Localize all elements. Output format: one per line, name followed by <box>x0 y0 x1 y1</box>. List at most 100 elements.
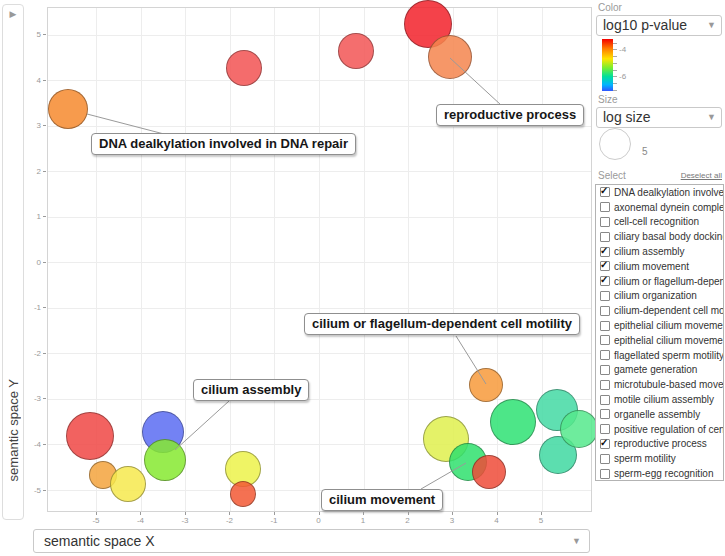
x-tickmark <box>408 512 409 515</box>
term-label: cilium-dependent cell motility <box>614 305 723 316</box>
y-tick-label: -1 <box>21 303 41 312</box>
term-row[interactable]: DNA dealkylation involved in D... <box>596 185 723 200</box>
left-collapse-panel: ▶ semantic space Y <box>2 4 24 520</box>
term-checkbox[interactable] <box>600 306 610 316</box>
x-tick-label: 1 <box>353 516 373 525</box>
term-row[interactable]: organelle assembly <box>596 407 723 422</box>
x-tickmark <box>140 512 141 515</box>
bubble[interactable] <box>472 455 506 489</box>
bubble[interactable] <box>110 466 146 502</box>
term-row[interactable]: cilium movement <box>596 259 723 274</box>
gridline <box>542 8 543 511</box>
term-row[interactable]: sperm-egg recognition <box>596 466 723 481</box>
y-tick-label: 1 <box>21 212 41 221</box>
term-row[interactable]: ciliary basal body docking <box>596 229 723 244</box>
term-checkbox[interactable] <box>600 232 610 242</box>
term-row[interactable]: epithelial cilium movement invol... <box>596 333 723 348</box>
bubble[interactable] <box>66 412 114 460</box>
x-tickmark <box>185 512 186 515</box>
legend-tick <box>613 70 617 71</box>
term-checkbox[interactable] <box>600 380 610 390</box>
gridline <box>274 8 275 511</box>
y-tickmark <box>43 34 46 35</box>
gridline <box>48 262 591 263</box>
callout-label[interactable]: cilium movement <box>321 489 443 511</box>
x-tick-label: 4 <box>487 516 507 525</box>
y-tick-label: -5 <box>21 486 41 495</box>
term-checkbox[interactable] <box>600 439 610 449</box>
bubble[interactable] <box>490 399 536 445</box>
term-checkbox[interactable] <box>600 469 610 479</box>
color-section-title: Color <box>598 2 622 13</box>
term-row[interactable]: epithelial cilium movement <box>596 318 723 333</box>
callout-label[interactable]: cilium assembly <box>193 379 309 401</box>
callout-label[interactable]: DNA dealkylation involved in DNA repair <box>91 133 356 155</box>
term-row[interactable]: positive regulation of centriole ... <box>596 422 723 437</box>
term-checkbox[interactable] <box>600 276 610 286</box>
x-tick-label: 2 <box>398 516 418 525</box>
gridline <box>48 35 591 36</box>
x-tick-label: -1 <box>264 516 284 525</box>
term-row[interactable]: cilium assembly <box>596 244 723 259</box>
term-row[interactable]: cilium or flagellum-dependent c... <box>596 274 723 289</box>
term-label: sperm-egg recognition <box>614 468 714 479</box>
term-row[interactable]: microtubule-based movement <box>596 377 723 392</box>
term-checkbox[interactable] <box>600 321 610 331</box>
bubble[interactable] <box>338 33 374 69</box>
term-checkbox[interactable] <box>600 202 610 212</box>
x-axis-selector-value: semantic space X <box>44 533 155 549</box>
term-row[interactable]: sperm motility <box>596 451 723 466</box>
x-axis-selector[interactable]: semantic space X ▼ <box>33 529 590 553</box>
term-checkbox[interactable] <box>600 335 610 345</box>
term-row[interactable]: motile cilium assembly <box>596 392 723 407</box>
color-legend-label: -6 <box>619 72 626 81</box>
term-checkbox[interactable] <box>600 424 610 434</box>
legend-tick <box>613 90 617 91</box>
term-checkbox[interactable] <box>600 217 610 227</box>
deselect-all-link[interactable]: Deselect all <box>681 171 722 180</box>
x-tickmark <box>319 512 320 515</box>
term-row[interactable]: cell-cell recognition <box>596 215 723 230</box>
bubble-cilium-or-flagellum-dependent-cell-motility[interactable] <box>469 368 503 402</box>
term-checkbox[interactable] <box>600 291 610 301</box>
term-row[interactable]: flagellated sperm motility <box>596 348 723 363</box>
term-checkbox[interactable] <box>600 187 610 197</box>
size-legend-circle <box>599 128 631 160</box>
bubble-dna-dealkylation-involved-in-dna-repair[interactable] <box>48 89 88 129</box>
y-tickmark <box>43 307 46 308</box>
bubble-cilium-assembly[interactable] <box>144 439 186 481</box>
term-label: cell-cell recognition <box>614 216 699 227</box>
term-checkbox[interactable] <box>600 261 610 271</box>
y-tickmark <box>43 216 46 217</box>
term-checkbox[interactable] <box>600 247 610 257</box>
y-tickmark <box>43 353 46 354</box>
term-checkbox[interactable] <box>600 454 610 464</box>
y-tickmark <box>43 444 46 445</box>
callout-label[interactable]: reproductive process <box>436 104 584 126</box>
term-row[interactable]: cilium-dependent cell motility <box>596 303 723 318</box>
term-checkbox[interactable] <box>600 395 610 405</box>
y-tickmark <box>43 80 46 81</box>
color-attribute-value: log10 p-value <box>603 17 687 33</box>
term-row[interactable]: cilium organization <box>596 289 723 304</box>
callout-label[interactable]: cilium or flagellum-dependent cell motil… <box>304 313 580 335</box>
term-row[interactable]: axonemal dynein complex ass... <box>596 200 723 215</box>
y-tick-label: 4 <box>21 76 41 85</box>
bubble[interactable] <box>226 50 262 86</box>
term-checkbox[interactable] <box>600 350 610 360</box>
term-checkbox[interactable] <box>600 409 610 419</box>
y-tickmark <box>43 262 46 263</box>
term-label: flagellated sperm motility <box>614 350 723 361</box>
gridline <box>185 8 186 511</box>
term-checkbox[interactable] <box>600 365 610 375</box>
term-row[interactable]: reproductive process <box>596 437 723 452</box>
bubble-reproductive-process[interactable] <box>428 35 472 79</box>
term-row[interactable]: gamete generation <box>596 363 723 378</box>
size-attribute-selector[interactable]: log size ▼ <box>596 107 722 128</box>
expand-panel-icon[interactable]: ▶ <box>3 9 23 19</box>
bubble[interactable] <box>560 410 598 448</box>
bubble[interactable] <box>230 481 256 507</box>
color-attribute-selector[interactable]: log10 p-value ▼ <box>596 15 722 36</box>
term-label: epithelial cilium movement <box>614 320 723 331</box>
color-legend: -4 -6 <box>602 39 662 91</box>
